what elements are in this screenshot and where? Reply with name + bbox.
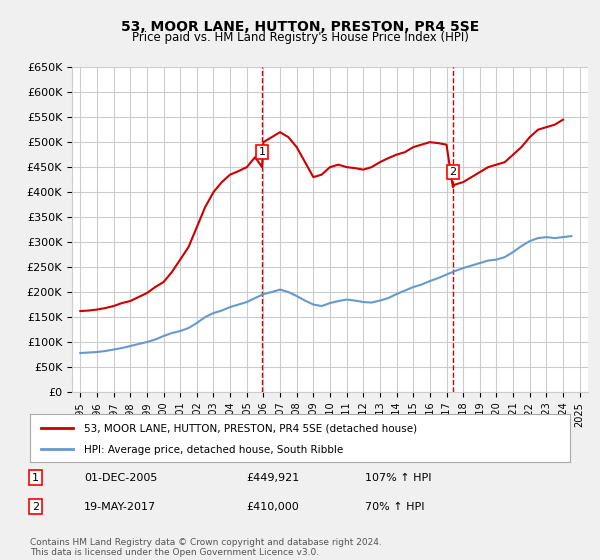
- Text: £410,000: £410,000: [246, 502, 299, 512]
- Text: 1: 1: [259, 147, 266, 157]
- Text: 70% ↑ HPI: 70% ↑ HPI: [365, 502, 424, 512]
- Text: 1: 1: [32, 473, 39, 483]
- Text: 2: 2: [449, 167, 457, 177]
- Text: Price paid vs. HM Land Registry's House Price Index (HPI): Price paid vs. HM Land Registry's House …: [131, 31, 469, 44]
- Text: 53, MOOR LANE, HUTTON, PRESTON, PR4 5SE: 53, MOOR LANE, HUTTON, PRESTON, PR4 5SE: [121, 20, 479, 34]
- Text: 53, MOOR LANE, HUTTON, PRESTON, PR4 5SE (detached house): 53, MOOR LANE, HUTTON, PRESTON, PR4 5SE …: [84, 424, 417, 433]
- Text: 107% ↑ HPI: 107% ↑ HPI: [365, 473, 431, 483]
- Text: HPI: Average price, detached house, South Ribble: HPI: Average price, detached house, Sout…: [84, 445, 343, 455]
- Text: 01-DEC-2005: 01-DEC-2005: [84, 473, 157, 483]
- Text: Contains HM Land Registry data © Crown copyright and database right 2024.
This d: Contains HM Land Registry data © Crown c…: [30, 538, 382, 557]
- Text: 2: 2: [32, 502, 39, 512]
- Text: £449,921: £449,921: [246, 473, 299, 483]
- Text: 19-MAY-2017: 19-MAY-2017: [84, 502, 156, 512]
